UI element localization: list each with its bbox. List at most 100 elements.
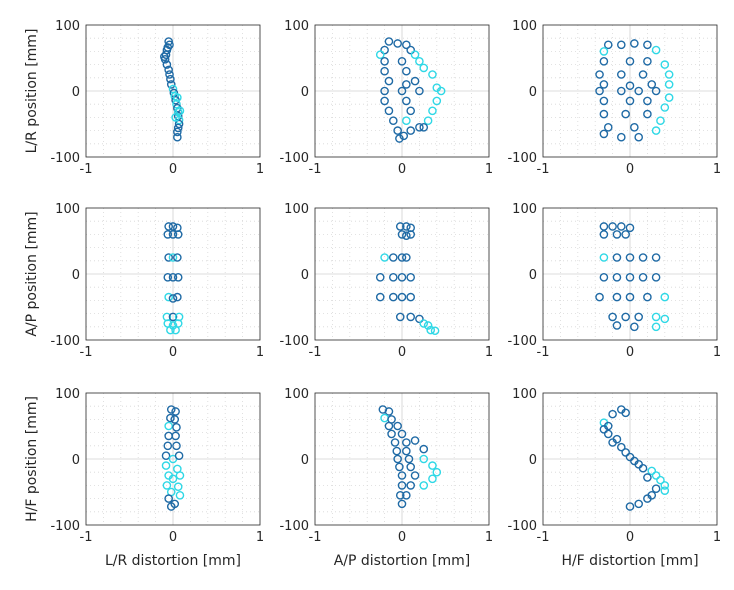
data-point — [175, 471, 185, 480]
data-point — [617, 442, 626, 452]
y-tick-label: 100 — [512, 387, 537, 402]
data-point — [164, 494, 173, 503]
data-point — [168, 253, 178, 262]
data-point — [163, 43, 173, 52]
data-point — [599, 96, 609, 106]
data-point — [171, 407, 180, 416]
data-point — [651, 322, 661, 332]
data-point — [173, 93, 182, 102]
y-tick-label: -100 — [279, 519, 309, 534]
data-point — [599, 57, 609, 66]
data-point — [415, 86, 424, 96]
data-point — [380, 45, 389, 55]
data-point — [410, 436, 420, 445]
data-point — [164, 65, 173, 75]
data-point — [651, 471, 661, 480]
data-point — [599, 129, 609, 139]
x-tick-label: 1 — [485, 162, 493, 177]
data-point — [406, 272, 416, 282]
data-point — [406, 481, 416, 490]
data-point — [406, 45, 416, 55]
y-tick-label: -100 — [50, 151, 80, 166]
data-point — [166, 74, 175, 84]
x-tick-label: -1 — [309, 530, 322, 545]
panel-1-1: -1 0 1 100 0 -100 — [279, 202, 493, 360]
axes-box — [314, 207, 490, 341]
x-tick-label: -1 — [537, 530, 550, 545]
data-point — [608, 312, 617, 322]
data-point — [406, 106, 416, 116]
axes-box — [85, 207, 261, 341]
data-point — [173, 103, 182, 113]
x-tick-label: 1 — [485, 530, 493, 545]
data-point — [608, 409, 617, 419]
data-point — [163, 230, 173, 239]
data-point — [387, 429, 396, 439]
data-point — [630, 39, 639, 48]
data-point — [428, 461, 437, 470]
data-point — [402, 438, 411, 447]
x-axis-label: H/F distortion [mm] — [561, 553, 698, 569]
data-point — [428, 474, 437, 484]
x-tick-label: -1 — [80, 162, 93, 177]
data-point — [161, 451, 171, 461]
data-point — [406, 292, 416, 302]
y-tick-label: 0 — [72, 268, 80, 283]
y-tick-label: 100 — [55, 202, 80, 217]
data-point — [384, 106, 394, 116]
data-point — [402, 96, 411, 106]
data-point — [660, 292, 670, 302]
x-tick-label: 1 — [713, 162, 721, 177]
data-point — [603, 123, 613, 132]
y-axis-label: H/F position [mm] — [24, 396, 40, 522]
data-point — [395, 222, 405, 231]
y-tick-label: 0 — [72, 453, 80, 468]
data-point — [402, 222, 411, 231]
data-point — [430, 326, 440, 336]
data-point — [161, 461, 171, 470]
data-point — [599, 424, 609, 434]
data-point — [643, 292, 652, 302]
data-point — [397, 230, 407, 239]
x-axis-label: L/R distortion [mm] — [105, 553, 241, 569]
data-point — [625, 223, 635, 233]
data-point — [660, 60, 670, 69]
data-point — [603, 429, 613, 439]
data-point — [595, 86, 604, 96]
data-point — [647, 80, 657, 89]
data-point — [384, 421, 394, 431]
data-point — [419, 454, 429, 464]
data-point — [419, 481, 429, 490]
data-point — [621, 109, 630, 119]
data-point — [428, 106, 437, 116]
data-point — [173, 132, 182, 142]
data-point — [168, 230, 178, 239]
data-point — [397, 499, 407, 509]
data-point — [384, 76, 394, 86]
data-point — [621, 448, 630, 457]
data-point — [162, 60, 172, 69]
data-point — [432, 96, 442, 106]
y-tick-label: -100 — [507, 519, 537, 534]
data-point — [656, 475, 665, 485]
data-point — [415, 57, 424, 66]
data-point — [164, 253, 173, 262]
data-point — [638, 70, 648, 79]
panel-2-1: -1 0 1 100 0 -100 A/P distortion [mm] — [279, 387, 493, 569]
panel-1-2: -1 0 1 100 0 -100 — [507, 202, 721, 360]
data-point — [634, 132, 644, 142]
axes-box — [85, 392, 261, 526]
y-tick-label: -100 — [50, 334, 80, 349]
y-tick-label: -100 — [279, 151, 309, 166]
data-point — [162, 481, 172, 490]
data-point — [170, 415, 180, 424]
data-point — [423, 116, 433, 125]
data-point — [171, 431, 180, 441]
data-point — [164, 292, 173, 302]
data-point — [643, 57, 652, 66]
y-axis-label: A/P position [mm] — [24, 211, 40, 336]
data-point — [612, 253, 622, 262]
data-point — [395, 312, 405, 322]
data-point — [173, 272, 183, 282]
